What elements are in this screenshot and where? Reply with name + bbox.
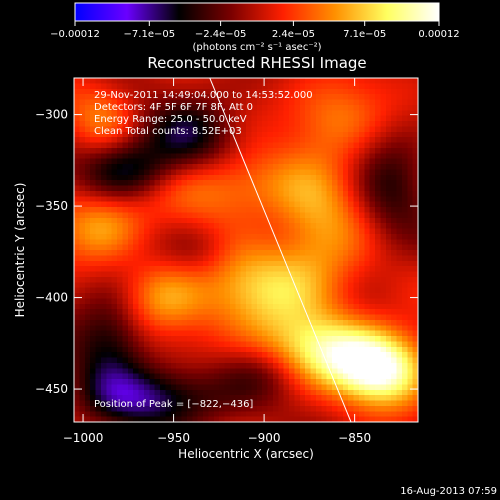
info-line-detectors: Detectors: 4F 5F 6F 7F 8F, Att 0 xyxy=(94,102,253,113)
colorbar xyxy=(74,2,440,22)
chart-title: Reconstructed RHESSI Image xyxy=(147,54,366,72)
colorbar-ticks: −0.00012 −7.1e−05 −2.4e−05 2.4e−05 7.1e−05 0.… xyxy=(50,21,460,40)
info-line-counts: Clean Total counts: 8.52E+03 xyxy=(94,126,242,137)
info-line-time: 29-Nov-2011 14:49:04.000 to 14:53:52.000 xyxy=(94,90,313,101)
axis-ticks: −1000 −950 −900 −850 −300 −350 −400 −450 xyxy=(35,78,418,445)
observation-info: 29-Nov-2011 14:49:04.000 to 14:53:52.000… xyxy=(94,90,313,137)
plot-frame xyxy=(73,77,419,423)
info-line-energy: Energy Range: 25.0 - 50.0 keV xyxy=(94,114,247,125)
peak-position-label: Position of Peak = [−822,−436] xyxy=(94,399,253,410)
x-axis-label: Heliocentric X (arcsec) xyxy=(178,447,314,461)
x-tick-label: −850 xyxy=(338,431,371,445)
colorbar-tick-label: 7.1e−05 xyxy=(343,29,386,40)
generation-timestamp: 16-Aug-2013 07:59 xyxy=(400,486,497,497)
colorbar-tick-label: 0.00012 xyxy=(418,29,459,40)
y-tick-label: −350 xyxy=(35,199,68,213)
x-tick-label: −900 xyxy=(248,431,281,445)
colorbar-tick-label: −2.4e−05 xyxy=(195,29,247,40)
solar-limb-line xyxy=(209,78,352,422)
colorbar-units-label: (photons cm⁻² s⁻¹ asec⁻²) xyxy=(192,42,321,53)
y-tick-label: −450 xyxy=(35,382,68,396)
colorbar-tick-label: −7.1e−05 xyxy=(124,29,176,40)
y-axis-label: Heliocentric Y (arcsec) xyxy=(13,183,27,318)
x-tick-label: −950 xyxy=(157,431,190,445)
y-tick-label: −400 xyxy=(35,291,68,305)
y-tick-label: −300 xyxy=(35,108,68,122)
colorbar-tick-label: −0.00012 xyxy=(50,29,100,40)
x-tick-label: −1000 xyxy=(63,431,104,445)
colorbar-tick-label: 2.4e−05 xyxy=(272,29,315,40)
heatmap-image xyxy=(74,78,418,422)
